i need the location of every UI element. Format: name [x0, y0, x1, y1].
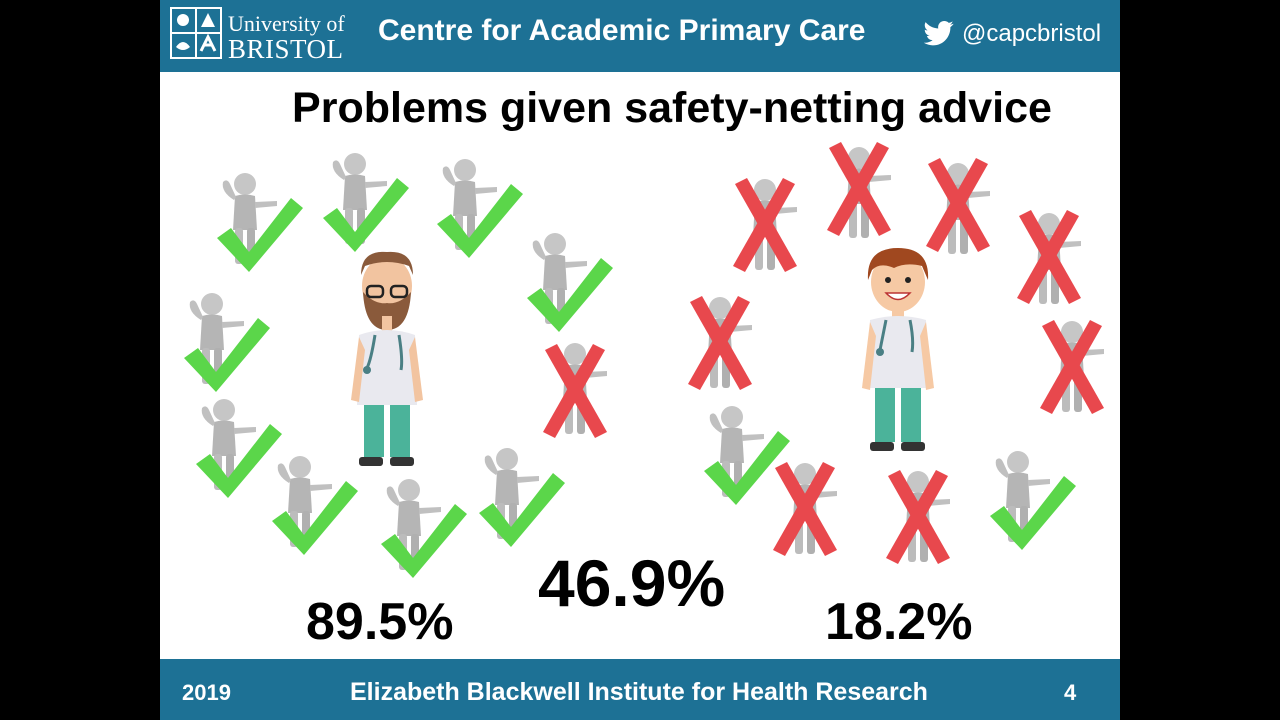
tick-person: [196, 399, 282, 498]
cross-person: [827, 142, 891, 238]
cross-person: [886, 470, 950, 564]
tick-person: [704, 406, 790, 505]
tick-person: [217, 173, 303, 272]
stat-left-percentage: 89.5%: [306, 593, 454, 651]
cross-person: [1040, 320, 1104, 414]
slide-title: Problems given safety-netting advice: [292, 84, 1052, 132]
tick-person: [323, 153, 409, 252]
tick-person: [272, 456, 358, 555]
bearded-doctor-icon: [351, 251, 423, 466]
stat-middle-percentage: 46.9%: [538, 546, 726, 620]
university-logo: University of BRISTOL: [170, 7, 355, 64]
cross-person: [1017, 210, 1081, 304]
logo-text-line1: University of: [228, 11, 345, 36]
logo-text-line2: BRISTOL: [228, 34, 344, 64]
twitter-bird-icon: [924, 21, 954, 46]
tick-person: [437, 159, 523, 258]
tick-person: [527, 233, 613, 332]
cross-person: [688, 296, 752, 390]
tick-person: [990, 451, 1076, 550]
cross-person: [543, 343, 607, 438]
young-doctor-icon: [862, 248, 934, 451]
cross-person: [773, 462, 837, 556]
tick-person: [479, 448, 565, 547]
slide: University of BRISTOL Centre for Academi…: [160, 0, 1120, 720]
footer-year: 2019: [182, 680, 231, 705]
centre-title: Centre for Academic Primary Care: [378, 14, 866, 47]
tick-person: [381, 479, 467, 578]
cross-person: [733, 178, 797, 272]
page-number: 4: [1064, 680, 1077, 705]
stat-right-percentage: 18.2%: [825, 593, 973, 651]
university-crest-icon: [170, 7, 222, 59]
header-bar: University of BRISTOL Centre for Academi…: [160, 0, 1120, 72]
tick-person: [184, 293, 270, 392]
cross-person: [926, 158, 990, 254]
twitter-handle[interactable]: @capcbristol: [962, 20, 1102, 47]
figures-illustration: [184, 142, 1104, 578]
footer-institute: Elizabeth Blackwell Institute for Health…: [350, 678, 928, 706]
footer-bar: [160, 659, 1120, 720]
